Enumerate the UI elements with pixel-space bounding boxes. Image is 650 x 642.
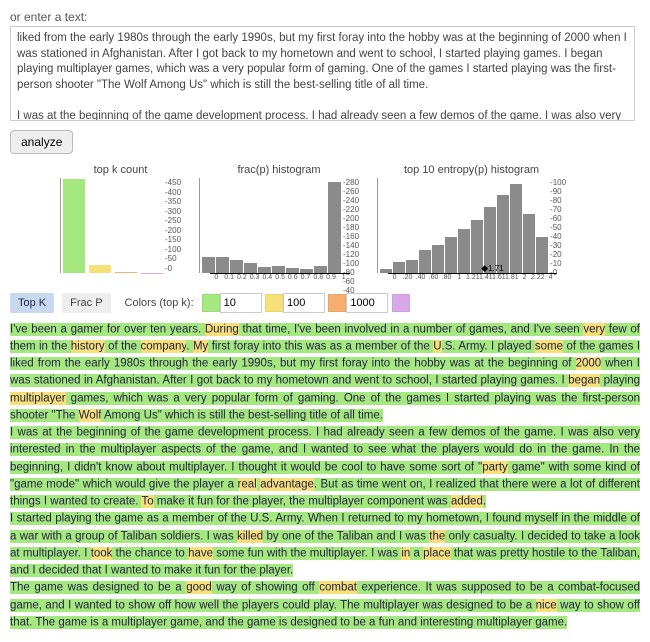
chart-entropy-annotation: ◆1.71 xyxy=(481,263,504,274)
controls-row: Top K Frac P Colors (top k): xyxy=(10,293,640,313)
bar xyxy=(272,266,285,273)
token-span: The game was designed to be a xyxy=(10,581,186,594)
token-span: took xyxy=(91,547,113,560)
chart-fracp-xticks: 00.10.20.30.40.50.60.70.80.91 xyxy=(210,273,350,281)
bar xyxy=(510,184,522,273)
tab-fracp[interactable]: Frac P xyxy=(62,293,110,313)
token-span: a xyxy=(410,547,423,560)
bar xyxy=(393,262,405,273)
bar xyxy=(141,273,163,274)
chart-topk-yticks: -450-400-350-300-250-200-150-100-50-0 xyxy=(163,178,181,273)
token-span: During xyxy=(205,323,239,336)
bar xyxy=(244,263,257,273)
token-span: . xyxy=(483,495,486,508)
bar xyxy=(497,195,509,273)
bar xyxy=(115,272,137,273)
bar xyxy=(230,260,243,273)
token-span: place xyxy=(423,547,451,560)
token-span: the xyxy=(429,530,445,543)
token-span: killed xyxy=(237,530,263,543)
chart-fracp-bars xyxy=(199,178,341,273)
token-span: combat xyxy=(319,581,357,594)
tab-topk[interactable]: Top K xyxy=(10,293,54,313)
chart-entropy-title: top 10 entropy(p) histogram xyxy=(404,164,539,176)
token-span: first foray into this was as a member of… xyxy=(208,340,433,353)
legend-swatch xyxy=(328,294,346,312)
bar xyxy=(432,245,444,274)
token-span: have xyxy=(188,547,213,560)
chart-topk: top k count -450-400-350-300-250-200-150… xyxy=(60,164,181,273)
token-span: by one of the Taliban and I was xyxy=(263,530,429,543)
token-span: party xyxy=(482,461,508,474)
bar xyxy=(406,260,418,273)
bar xyxy=(419,250,431,273)
analyze-button[interactable]: analyze xyxy=(10,130,73,154)
legend-swatch xyxy=(265,294,283,312)
token-span: way of showing off xyxy=(212,581,319,594)
token-span: . xyxy=(186,340,193,353)
token-span: of the xyxy=(105,340,141,353)
token-span: in xyxy=(401,547,410,560)
highlighted-passage: I've been a gamer for over ten years. Du… xyxy=(10,321,640,632)
legend-threshold-input[interactable] xyxy=(283,293,325,313)
charts-row: top k count -450-400-350-300-250-200-150… xyxy=(10,164,640,281)
bar xyxy=(328,182,341,273)
token-span: began xyxy=(568,374,600,387)
legend-swatch xyxy=(392,294,410,312)
bar xyxy=(523,214,535,273)
token-span: multiplayer xyxy=(10,392,66,405)
token-span: advantage xyxy=(260,478,314,491)
token-span: added xyxy=(451,495,483,508)
token-span: To xyxy=(141,495,153,508)
token-span: Among Us" which is still the best-sellin… xyxy=(101,409,382,422)
legend-label: Colors (top k): xyxy=(125,297,194,309)
chart-fracp-yticks: -280-260-240-220-200-180-160-140-120-100… xyxy=(341,178,359,273)
token-span: very xyxy=(583,323,605,336)
text-input[interactable] xyxy=(10,26,635,121)
bar xyxy=(216,257,229,273)
token-span: history xyxy=(71,340,105,353)
token-span: I've been a gamer for over ten years. xyxy=(10,323,205,336)
bar xyxy=(202,257,215,273)
chart-entropy-yticks: -100-90-80-70-60-50-40-30-20-10-0 xyxy=(548,178,566,273)
token-span: make it fun for the player, the multipla… xyxy=(154,495,451,508)
bar xyxy=(380,269,392,273)
token-span: U xyxy=(433,340,441,353)
token-span: the chance to xyxy=(112,547,188,560)
token-span: good xyxy=(186,581,212,594)
token-span: nice xyxy=(536,599,557,612)
bar xyxy=(458,229,470,273)
token-span: company xyxy=(141,340,187,353)
input-label: or enter a text: xyxy=(10,10,640,24)
legend-threshold-input[interactable] xyxy=(220,293,262,313)
bar xyxy=(89,265,111,273)
bar xyxy=(314,266,327,273)
chart-fracp: frac(p) histogram -280-260-240-220-200-1… xyxy=(199,164,359,281)
chart-entropy: top 10 entropy(p) histogram -100-90-80-7… xyxy=(377,164,566,281)
legend-swatch xyxy=(202,294,220,312)
token-span: some fun with the multiplayer. I was xyxy=(213,547,401,560)
chart-topk-title: top k count xyxy=(94,164,148,176)
legend-threshold-input[interactable] xyxy=(346,293,388,313)
token-span: some xyxy=(535,340,563,353)
token-span: .S. Army. I played xyxy=(442,340,535,353)
chart-fracp-title: frac(p) histogram xyxy=(237,164,320,176)
token-span: 2000 xyxy=(576,357,602,370)
token-span: real xyxy=(238,478,257,491)
bar xyxy=(536,237,548,273)
chart-topk-bars xyxy=(60,178,163,273)
token-span: My xyxy=(193,340,208,353)
bar xyxy=(63,179,85,273)
token-span: playing xyxy=(600,374,640,387)
chart-entropy-bars xyxy=(377,178,548,273)
token-span: Wolf xyxy=(79,409,102,422)
token-span: that time, I've been involved in a numbe… xyxy=(239,323,584,336)
chart-entropy-xticks: 0.20.40.60.8011.211.411.611.8122.224 xyxy=(388,273,557,281)
bar xyxy=(445,237,457,273)
